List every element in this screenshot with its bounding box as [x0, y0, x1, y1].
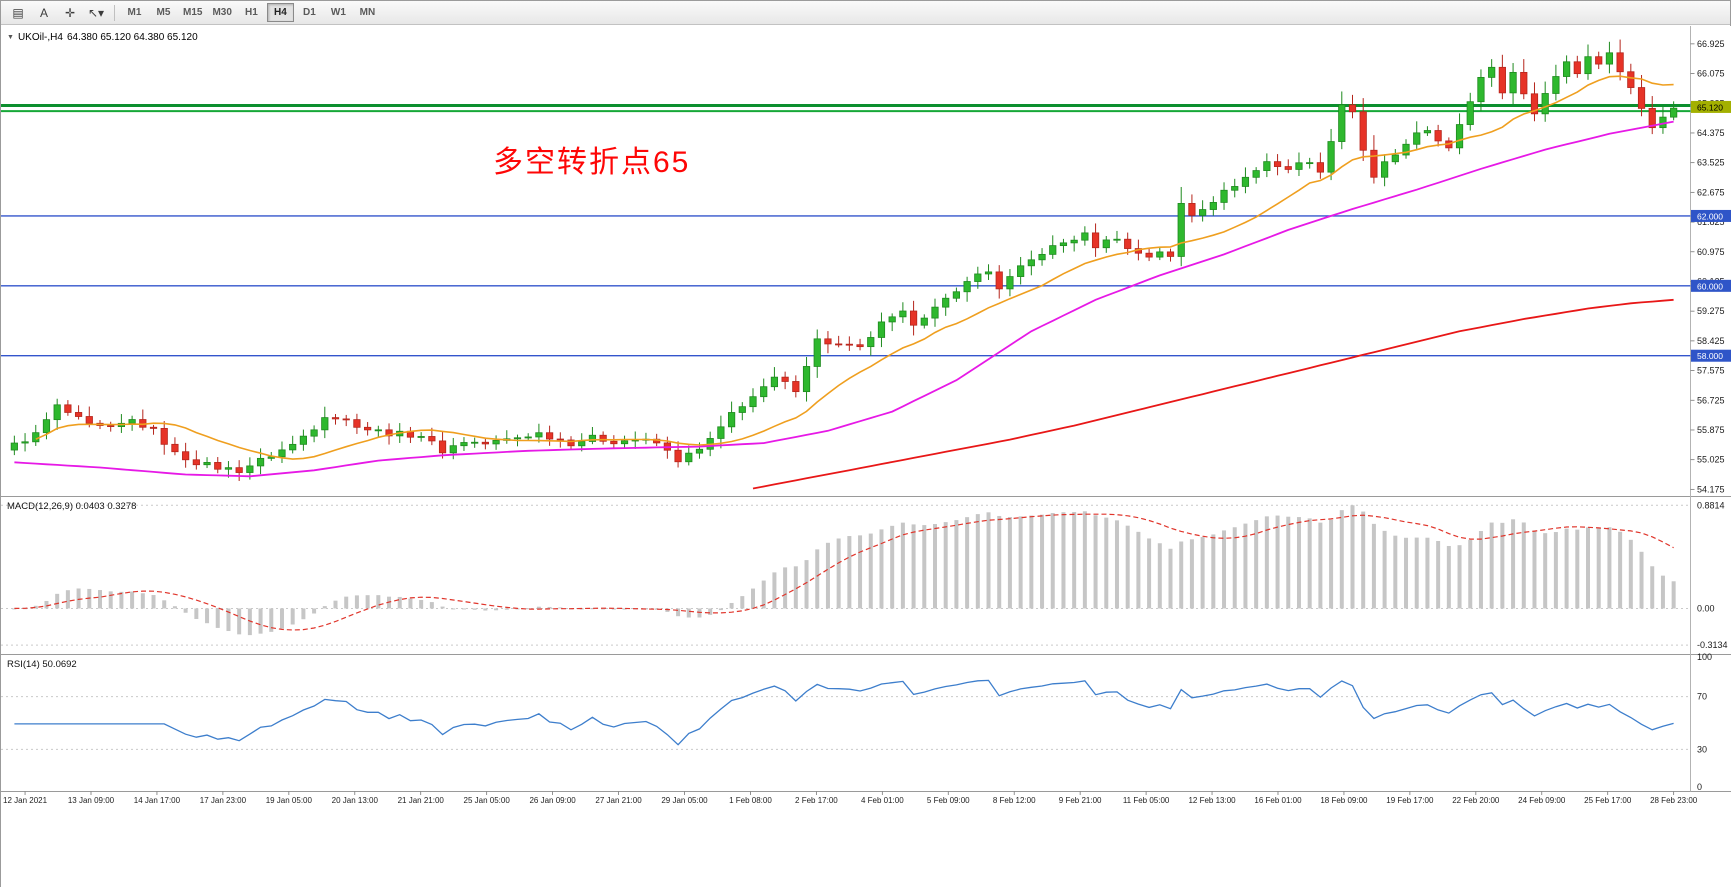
- horizontal-lines: [1, 106, 1691, 356]
- svg-text:17 Jan 23:00: 17 Jan 23:00: [200, 796, 247, 805]
- svg-text:0: 0: [1697, 782, 1702, 792]
- svg-text:100: 100: [1697, 652, 1712, 662]
- svg-text:20 Jan 13:00: 20 Jan 13:00: [332, 796, 379, 805]
- svg-text:64.375: 64.375: [1697, 128, 1725, 138]
- svg-text:59.275: 59.275: [1697, 306, 1725, 316]
- svg-text:8 Feb 12:00: 8 Feb 12:00: [993, 796, 1036, 805]
- svg-text:65.120: 65.120: [1697, 102, 1723, 112]
- svg-text:1 Feb 08:00: 1 Feb 08:00: [729, 796, 772, 805]
- svg-text:12 Jan 2021: 12 Jan 2021: [3, 796, 48, 805]
- svg-text:28 Feb 23:00: 28 Feb 23:00: [1650, 796, 1698, 805]
- price-axis: 66.92566.07565.22564.37563.52562.67561.8…: [1691, 39, 1728, 792]
- svg-text:25 Feb 17:00: 25 Feb 17:00: [1584, 796, 1632, 805]
- svg-text:19 Jan 05:00: 19 Jan 05:00: [266, 796, 313, 805]
- svg-text:13 Jan 09:00: 13 Jan 09:00: [68, 796, 115, 805]
- svg-text:4 Feb 01:00: 4 Feb 01:00: [861, 796, 904, 805]
- svg-text:26 Jan 09:00: 26 Jan 09:00: [529, 796, 576, 805]
- svg-text:19 Feb 17:00: 19 Feb 17:00: [1386, 796, 1434, 805]
- price-badges: 62.000 60.000 58.000 65.120: [1691, 101, 1731, 362]
- rsi-panel: [1, 680, 1691, 749]
- svg-text:30: 30: [1697, 744, 1707, 754]
- svg-text:2 Feb 17:00: 2 Feb 17:00: [795, 796, 838, 805]
- rsi-indicator-label: RSI(14) 50.0692: [7, 659, 77, 670]
- svg-text:-0.3134: -0.3134: [1697, 640, 1728, 650]
- chart-annotation-text: 多空转折点65: [493, 137, 690, 181]
- svg-text:24 Feb 09:00: 24 Feb 09:00: [1518, 796, 1566, 805]
- svg-text:66.925: 66.925: [1697, 39, 1725, 49]
- svg-text:60.975: 60.975: [1697, 247, 1725, 257]
- chart-area[interactable]: 66.92566.07565.22564.37563.52562.67561.8…: [1, 26, 1731, 888]
- svg-text:62.675: 62.675: [1697, 187, 1725, 197]
- svg-text:54.175: 54.175: [1697, 484, 1725, 494]
- svg-text:5 Feb 09:00: 5 Feb 09:00: [927, 796, 970, 805]
- svg-text:0.8814: 0.8814: [1697, 500, 1725, 510]
- svg-text:22 Feb 20:00: 22 Feb 20:00: [1452, 796, 1500, 805]
- svg-text:70: 70: [1697, 692, 1707, 702]
- svg-text:11 Feb 05:00: 11 Feb 05:00: [1123, 796, 1170, 805]
- svg-text:12 Feb 13:00: 12 Feb 13:00: [1188, 796, 1236, 805]
- svg-text:63.525: 63.525: [1697, 158, 1725, 168]
- svg-text:55.875: 55.875: [1697, 425, 1725, 435]
- svg-text:66.075: 66.075: [1697, 69, 1725, 79]
- svg-text:58.000: 58.000: [1697, 351, 1723, 361]
- svg-text:18 Feb 09:00: 18 Feb 09:00: [1320, 796, 1368, 805]
- svg-text:56.725: 56.725: [1697, 395, 1725, 405]
- svg-text:14 Jan 17:00: 14 Jan 17:00: [134, 796, 181, 805]
- collapse-triangle-icon[interactable]: ▼: [7, 34, 14, 41]
- svg-text:25 Jan 05:00: 25 Jan 05:00: [464, 796, 511, 805]
- svg-text:60.000: 60.000: [1697, 281, 1723, 291]
- macd-panel: [1, 505, 1691, 645]
- chart-ohlc: 64.380 65.120 64.380 65.120: [67, 32, 198, 43]
- time-axis: 12 Jan 2021 13 Jan 09:00 14 Jan 17:00 17 Ja…: [3, 792, 1698, 806]
- svg-text:57.575: 57.575: [1697, 366, 1725, 376]
- panel-frames: [1, 26, 1731, 792]
- svg-text:9 Feb 21:00: 9 Feb 21:00: [1059, 796, 1102, 805]
- macd-indicator-label: MACD(12,26,9) 0.0403 0.3278: [7, 501, 136, 512]
- svg-text:62.000: 62.000: [1697, 211, 1723, 221]
- svg-text:0.00: 0.00: [1697, 603, 1715, 613]
- chart-symbol-period: UKOil-,H4: [18, 32, 63, 43]
- svg-text:21 Jan 21:00: 21 Jan 21:00: [398, 796, 445, 805]
- svg-text:16 Feb 01:00: 16 Feb 01:00: [1254, 796, 1302, 805]
- chart-title: ▼ UKOil-,H4 64.380 65.120 64.380 65.120: [7, 32, 198, 43]
- svg-text:58.425: 58.425: [1697, 336, 1725, 346]
- svg-text:29 Jan 05:00: 29 Jan 05:00: [661, 796, 708, 805]
- svg-text:27 Jan 21:00: 27 Jan 21:00: [595, 796, 642, 805]
- moving-averages: [14, 76, 1673, 488]
- svg-text:55.025: 55.025: [1697, 455, 1725, 465]
